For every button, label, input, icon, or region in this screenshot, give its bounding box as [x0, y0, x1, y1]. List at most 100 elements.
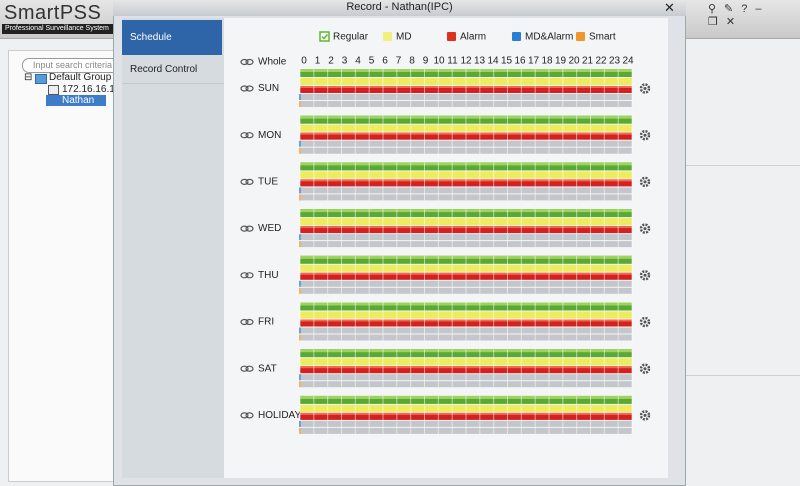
hour-label: 1 [315, 56, 321, 67]
link-icon[interactable] [245, 412, 254, 419]
device-icon [48, 85, 59, 95]
day-label: THU [258, 270, 279, 281]
group-icon [35, 74, 47, 84]
hour-label: 9 [423, 56, 429, 67]
settings-gear-hub [643, 133, 647, 137]
settings-gear[interactable] [639, 83, 651, 94]
app-subtitle: Professional Surveillance System [2, 24, 117, 34]
legend-label: Regular [333, 32, 369, 43]
settings-gear-hub [643, 87, 647, 90]
hour-label: 2 [328, 56, 334, 67]
tab-schedule[interactable]: Schedule [122, 20, 222, 55]
day-label: SAT [258, 363, 277, 374]
legend-swatch[interactable] [512, 32, 521, 41]
hour-label: 23 [609, 56, 621, 67]
hour-label: 14 [487, 56, 499, 67]
tree-channel[interactable]: Nathan [62, 95, 95, 106]
hour-label: 15 [501, 56, 513, 67]
legend-swatch[interactable] [447, 32, 456, 41]
settings-gear[interactable] [639, 176, 651, 188]
tab-record-control[interactable]: Record Control [122, 56, 224, 84]
selected-row [46, 95, 106, 106]
legend-swatch[interactable] [383, 32, 392, 41]
settings-gear-hub [643, 320, 647, 324]
sidebar [122, 18, 224, 478]
day-label: HOLIDAY [258, 410, 301, 421]
link-icon[interactable] [240, 365, 249, 372]
close-button[interactable]: ✕ [664, 0, 675, 15]
link-icon[interactable] [245, 132, 254, 139]
link-icon[interactable] [240, 318, 249, 326]
link-icon[interactable] [240, 412, 249, 419]
hour-label: 11 [447, 56, 458, 67]
hour-label: 18 [541, 56, 553, 67]
legend-swatch[interactable] [576, 32, 585, 41]
settings-gear-hub [643, 413, 647, 417]
link-icon[interactable] [245, 58, 254, 66]
day-label: TUE [258, 177, 278, 188]
device-panel [8, 50, 120, 482]
hour-label: 3 [342, 56, 348, 67]
link-icon[interactable] [245, 272, 254, 279]
tree-device[interactable]: 172.16.16.17 [62, 84, 121, 95]
legend-label: MD&Alarm [525, 32, 573, 43]
link-icon[interactable] [240, 58, 249, 66]
settings-gear-hub [643, 180, 647, 184]
hour-label: 4 [355, 56, 361, 67]
hour-label: 13 [474, 56, 486, 67]
link-icon[interactable] [245, 178, 254, 185]
link-icon[interactable] [240, 225, 249, 232]
link-icon[interactable] [245, 85, 254, 92]
hour-label: 6 [382, 56, 388, 67]
divider [686, 375, 800, 376]
hour-label: 20 [568, 56, 580, 67]
day-label: FRI [258, 317, 274, 328]
link-icon[interactable] [245, 225, 254, 232]
hour-label: 22 [595, 56, 607, 67]
tree-group[interactable]: Default Group [49, 72, 112, 83]
hour-label: 17 [528, 56, 540, 67]
legend-label: Alarm [460, 32, 486, 43]
check [321, 34, 329, 40]
whole-label: Whole [258, 57, 287, 68]
app-logo: SmartPSS [4, 2, 102, 24]
hour-label: 24 [622, 56, 634, 67]
settings-gear-hub [643, 273, 647, 277]
day-label: WED [258, 223, 281, 234]
hour-label: 16 [514, 56, 526, 67]
search-input[interactable]: Input search criteria [22, 58, 134, 73]
hour-label: 7 [396, 56, 402, 67]
hour-label: 10 [433, 56, 445, 67]
divider [686, 165, 800, 166]
settings-gear[interactable] [639, 270, 651, 281]
settings-gear[interactable] [639, 316, 651, 328]
settings-gear[interactable] [639, 129, 651, 141]
link-icon[interactable] [240, 178, 249, 185]
hour-label: 8 [409, 56, 415, 67]
link-icon[interactable] [240, 272, 249, 279]
hour-label: 5 [369, 56, 375, 67]
settings-gear[interactable] [639, 410, 651, 421]
legend-label: MD [396, 32, 412, 43]
link-icon[interactable] [245, 318, 254, 326]
settings-gear[interactable] [639, 363, 651, 374]
hour-label: 0 [301, 56, 307, 67]
hour-label: 12 [460, 56, 472, 67]
hour-label: 21 [582, 56, 594, 67]
legend-label: Smart [589, 32, 616, 43]
settings-gear[interactable] [639, 223, 651, 234]
window-controls[interactable]: ⚲✎?–❐✕ [708, 3, 770, 28]
hour-label: 19 [555, 56, 567, 67]
day-label: SUN [258, 83, 279, 94]
legend-checkbox[interactable] [319, 31, 330, 42]
link-icon[interactable] [240, 85, 249, 92]
settings-gear-hub [643, 227, 647, 231]
tree-toggle[interactable]: ⊟ [24, 72, 33, 83]
link-icon[interactable] [245, 365, 254, 372]
link-icon[interactable] [240, 132, 249, 139]
dialog-title: Record - Nathan(IPC) [113, 0, 686, 16]
day-label: MON [258, 130, 281, 141]
settings-gear-hub [643, 367, 647, 371]
